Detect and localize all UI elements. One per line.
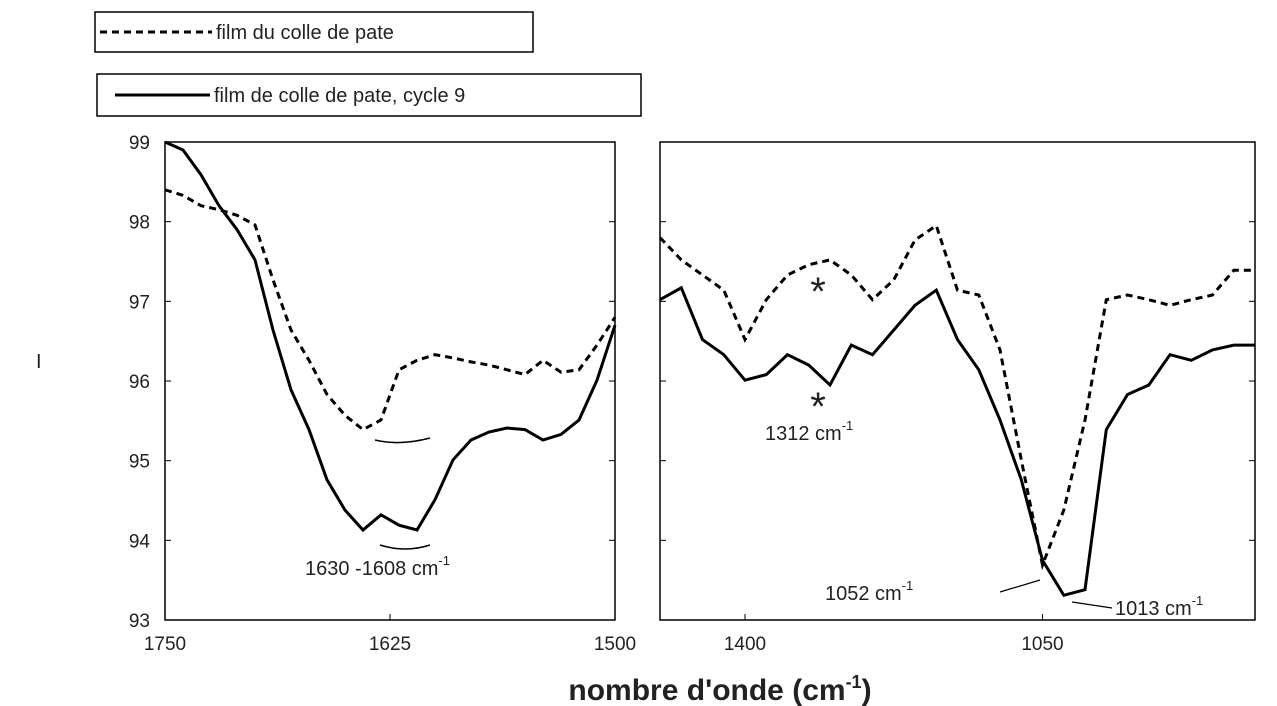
- y-axis-label: I: [36, 351, 42, 373]
- leader-line: [999, 579, 1041, 593]
- annotation: 1052 cm-1: [825, 578, 913, 605]
- annotation: 1312 cm-1: [765, 418, 853, 445]
- x-tick-label: 1050: [1021, 634, 1063, 655]
- legend-label: film de colle de pate, cycle 9: [214, 85, 465, 107]
- legend-box: [96, 73, 642, 117]
- leader-line: [1071, 601, 1113, 609]
- y-tick-label: 95: [129, 452, 150, 473]
- x-tick-label: 1625: [369, 634, 411, 655]
- y-tick-label: 97: [129, 292, 150, 313]
- x-axis-label: nombre d'onde (cm-1): [568, 672, 871, 706]
- y-tick-label: 93: [129, 611, 150, 632]
- data-line: [164, 140, 617, 533]
- data-line: [658, 223, 1255, 571]
- annotation-text: *: [810, 270, 826, 314]
- annotation-text: 1312 cm: [765, 423, 842, 445]
- annotation-text: 1052 cm: [825, 583, 902, 605]
- annotation-text: 1013 cm: [1115, 598, 1192, 620]
- y-tick-label: 98: [129, 213, 150, 234]
- annotation: *: [810, 270, 826, 314]
- bracket: [379, 544, 431, 550]
- annotation-sup: -1: [438, 553, 450, 568]
- x-tick-label: 1750: [144, 634, 186, 655]
- data-line: [164, 188, 617, 432]
- y-tick-label: 96: [129, 372, 150, 393]
- x-axis-label-part: nombre d'onde (cm: [568, 674, 845, 706]
- x-tick-label: 1500: [594, 634, 636, 655]
- y-tick-label: 99: [129, 133, 150, 154]
- annotation-sup: -1: [902, 578, 914, 593]
- x-axis-label-part: ): [862, 674, 872, 706]
- annotation-sup: -1: [1192, 593, 1204, 608]
- plot-frame: [659, 141, 1256, 621]
- annotation-text: 1630 -1608 cm: [305, 558, 438, 580]
- data-line: [659, 285, 1255, 598]
- annotation-text: *: [810, 385, 826, 429]
- annotation: *: [810, 385, 826, 429]
- x-tick-label: 1400: [724, 634, 766, 655]
- x-axis-label-part: -1: [846, 672, 862, 692]
- y-tick-label: 94: [129, 531, 151, 552]
- legend-label: film du colle de pate: [216, 22, 394, 44]
- annotation: 1013 cm-1: [1115, 593, 1203, 620]
- legend-box: [94, 11, 534, 53]
- annotation: 1630 -1608 cm-1: [305, 553, 450, 580]
- annotation-sup: -1: [842, 418, 854, 433]
- bracket: [374, 437, 431, 444]
